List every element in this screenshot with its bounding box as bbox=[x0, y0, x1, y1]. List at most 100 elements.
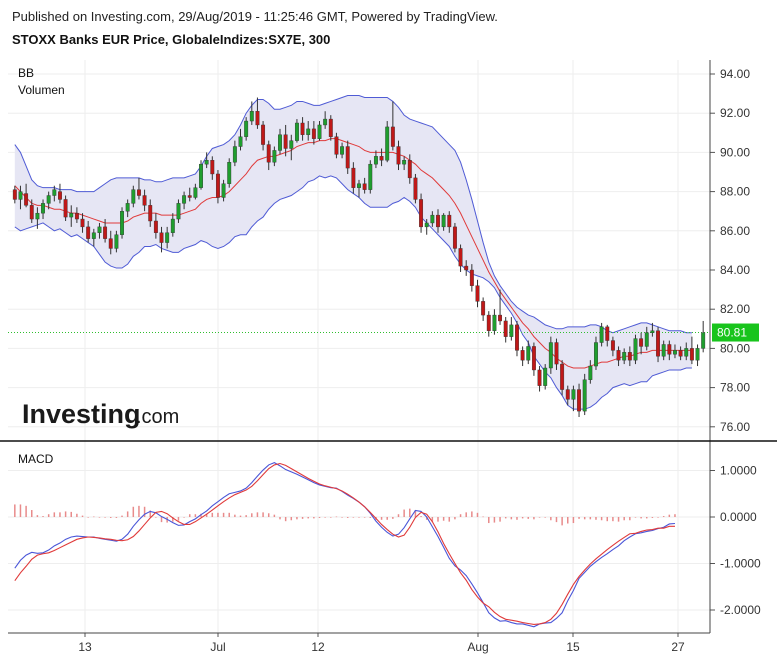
macd-hist-bar bbox=[109, 517, 112, 518]
macd-hist-bar bbox=[155, 517, 157, 518]
candle-body bbox=[357, 183, 361, 188]
macd-hist-bar bbox=[143, 506, 146, 517]
candle-body bbox=[661, 344, 666, 357]
candle-body bbox=[656, 330, 660, 357]
candle-body bbox=[91, 232, 96, 239]
candle-body bbox=[673, 350, 677, 355]
candle-body bbox=[537, 369, 542, 386]
candle-body bbox=[63, 199, 68, 218]
candle-body bbox=[436, 214, 440, 228]
macd-hist-bar bbox=[442, 517, 445, 521]
macd-hist-bar bbox=[335, 516, 338, 518]
macd-hist-bar bbox=[126, 511, 129, 517]
y-tick-label: 88.00 bbox=[720, 185, 750, 199]
macd-hist-bar bbox=[425, 517, 428, 520]
macd-hist-bar bbox=[183, 517, 185, 518]
y-tick-label: 80.00 bbox=[720, 341, 750, 355]
candle-body bbox=[58, 191, 62, 200]
candle-body bbox=[227, 161, 232, 184]
macd-hist-bar bbox=[64, 511, 67, 517]
candle-body bbox=[531, 346, 536, 371]
macd-hist-bar bbox=[341, 517, 343, 518]
macd-hist-bar bbox=[646, 517, 648, 519]
candle-body bbox=[289, 140, 294, 149]
macd-hist-bar bbox=[363, 517, 366, 518]
macd-hist-bar bbox=[454, 517, 456, 520]
candlesticks bbox=[12, 97, 706, 417]
macd-hist-bar bbox=[572, 517, 575, 524]
candle-body bbox=[689, 348, 694, 361]
macd-hist-bar bbox=[595, 517, 597, 520]
macd-hist-bar bbox=[42, 516, 44, 517]
candle-body bbox=[469, 269, 474, 286]
candle-body bbox=[125, 203, 130, 212]
candle-body bbox=[238, 136, 243, 147]
candle-body bbox=[334, 136, 339, 155]
macd-hist-bar bbox=[200, 513, 202, 517]
macd-y-tick-label: -1.0000 bbox=[720, 557, 761, 571]
bb-label: BB bbox=[18, 66, 34, 80]
macd-hist-bar bbox=[138, 505, 140, 517]
candle-body bbox=[520, 350, 525, 361]
candle-body bbox=[215, 173, 220, 198]
macd-hist-bar bbox=[205, 513, 208, 517]
macd-hist-bar bbox=[301, 517, 304, 519]
candle-body bbox=[261, 124, 266, 145]
macd-hist-bar bbox=[527, 517, 530, 519]
candle-body bbox=[373, 156, 378, 165]
macd-hist-bar bbox=[149, 510, 151, 517]
macd-hist-bar bbox=[583, 517, 586, 520]
x-tick-label: Jul bbox=[210, 640, 225, 654]
candle-body bbox=[52, 189, 57, 196]
candle-body bbox=[447, 214, 452, 228]
macd-hist-bar bbox=[19, 504, 22, 517]
macd-hist-bar bbox=[262, 512, 264, 517]
macd-hist-bar bbox=[674, 514, 676, 517]
macd-hist-bar bbox=[194, 514, 197, 517]
candle-body bbox=[503, 320, 508, 337]
macd-hist-bar bbox=[617, 517, 620, 522]
macd-hist-bar bbox=[70, 511, 72, 517]
macd-hist-bar bbox=[87, 517, 89, 518]
candle-body bbox=[396, 146, 401, 165]
y-tick-label: 86.00 bbox=[720, 224, 750, 238]
candle-body bbox=[103, 226, 108, 239]
candle-body bbox=[424, 222, 429, 228]
candle-body bbox=[627, 352, 632, 361]
candle-body bbox=[204, 160, 209, 165]
candle-body bbox=[633, 338, 638, 361]
macd-hist-bar bbox=[369, 517, 372, 518]
candle-body bbox=[667, 344, 672, 355]
candle-body bbox=[210, 160, 215, 175]
candle-body bbox=[379, 156, 384, 161]
volume-label: Volumen bbox=[18, 83, 65, 97]
candle-body bbox=[695, 348, 700, 361]
candle-body bbox=[311, 128, 316, 139]
candle-body bbox=[29, 205, 34, 220]
macd-hist-bar bbox=[98, 517, 101, 518]
macd-hist-bar bbox=[431, 517, 434, 523]
candle-body bbox=[362, 183, 367, 190]
candle-body bbox=[46, 195, 51, 204]
candle-body bbox=[86, 226, 91, 239]
signal-line bbox=[14, 462, 675, 625]
candle-body bbox=[543, 367, 548, 386]
candle-body bbox=[97, 226, 102, 233]
macd-hist-bar bbox=[160, 517, 163, 523]
macd-hist-bar bbox=[386, 517, 388, 520]
macd-hist-bar bbox=[330, 517, 332, 518]
macd-y-tick-label: -2.0000 bbox=[720, 603, 761, 617]
candle-body bbox=[148, 205, 153, 222]
candle-body bbox=[419, 199, 424, 228]
candle-body bbox=[639, 338, 644, 347]
macd-hist-bar bbox=[510, 517, 513, 520]
candle-body bbox=[492, 314, 497, 331]
candle-body bbox=[266, 144, 271, 163]
candle-body bbox=[69, 212, 74, 218]
x-tick-label: 12 bbox=[311, 640, 325, 654]
last-price-tag-bg bbox=[712, 323, 759, 342]
y-tick-label: 76.00 bbox=[720, 420, 750, 434]
macd-hist-bar bbox=[211, 512, 214, 517]
macd-hist-bar bbox=[476, 512, 479, 517]
